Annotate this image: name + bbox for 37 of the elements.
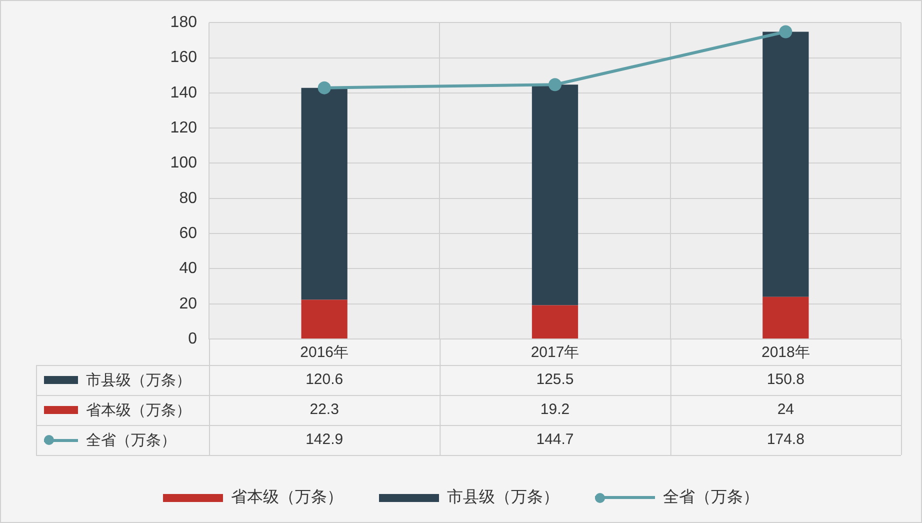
y-tick-label: 100 [170,154,198,172]
y-tick-label: 60 [179,224,198,242]
y-tick-label: 40 [179,260,198,278]
data-label: 174.8 [766,431,804,448]
text: 全省（万条） [663,489,759,506]
x-tick-label: 2017年 [530,344,580,362]
y-tick-label: 20 [179,295,198,312]
y-tick-label: 80 [179,190,198,207]
bar [301,300,348,338]
legend-label: 市县级（万条） [86,370,191,390]
y-tick-label: 140 [170,84,198,102]
x-tick-label: 2018年 [761,344,810,362]
x-tick-label: 2016年 [300,344,349,362]
data-label: 120.6 [306,371,344,388]
text: 省本级（万条） [231,489,343,506]
y-tick-label: 0 [188,330,198,348]
bar [762,296,809,338]
data-label: 24 [777,401,794,418]
text: 市县级（万条） [447,489,559,506]
bar [532,84,578,306]
y-tick-label: 180 [170,14,198,32]
data-label: 150.8 [766,371,804,388]
bar [301,88,348,300]
point [779,25,792,38]
y-tick-label: 120 [170,119,198,136]
point [318,81,331,94]
point [548,78,562,92]
data-label: 125.5 [536,371,574,388]
y-tick-label: 160 [170,49,198,66]
data-label: 142.9 [306,431,344,448]
legend-label: 省本级（万条） [86,400,191,420]
bar [532,305,578,338]
data-label: 19.2 [540,401,570,418]
bar [762,32,809,297]
data-label: 22.3 [310,401,339,418]
data-label: 144.7 [536,431,574,448]
legend-label: 全省（万条） [86,430,176,450]
